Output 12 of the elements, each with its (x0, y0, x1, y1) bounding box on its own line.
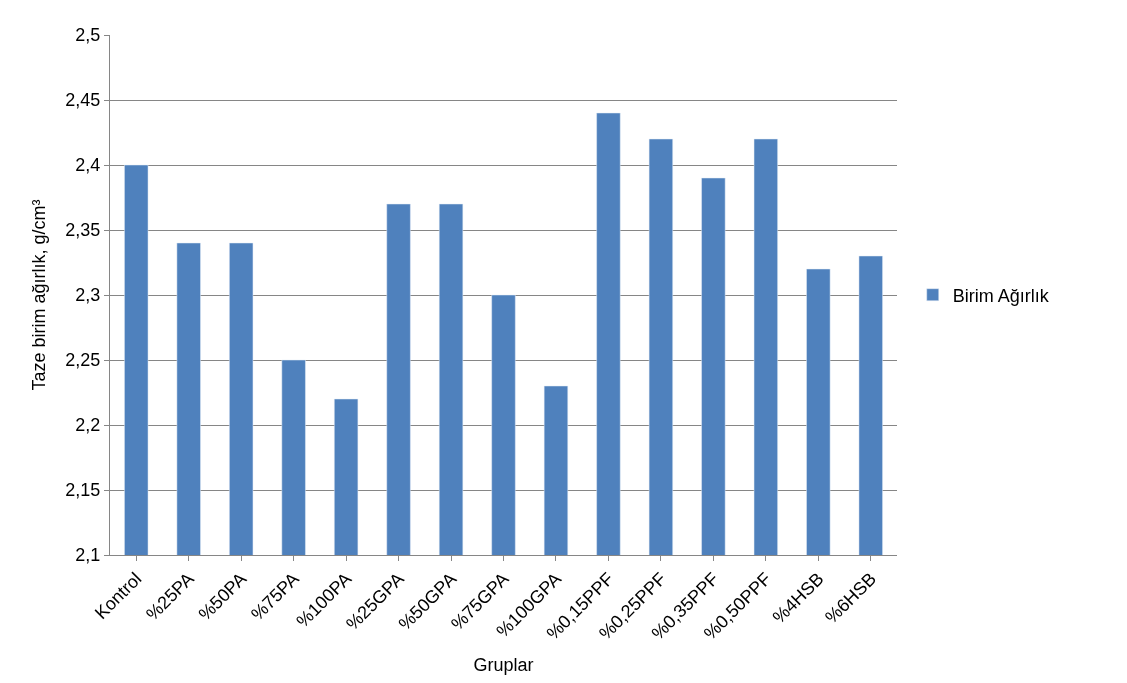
y-tick-label: 2,25 (65, 350, 101, 371)
y-tick-label: 2,2 (75, 415, 101, 436)
y-tick-label: 2,35 (65, 220, 101, 241)
y-tick-label: 2,4 (75, 155, 101, 176)
y-tick-label: 2,45 (65, 90, 101, 111)
y-axis-title: Taze birim ağırlık, g/cm³ (28, 199, 49, 391)
y-tick-label: 2,1 (75, 545, 101, 566)
legend-label: Birim Ağırlık (952, 285, 1050, 306)
y-tick-label: 2,5 (75, 25, 101, 46)
x-axis-title: Gruplar (473, 654, 534, 675)
y-tick-label: 2,15 (65, 480, 101, 501)
y-tick-label: 2,3 (75, 285, 101, 306)
